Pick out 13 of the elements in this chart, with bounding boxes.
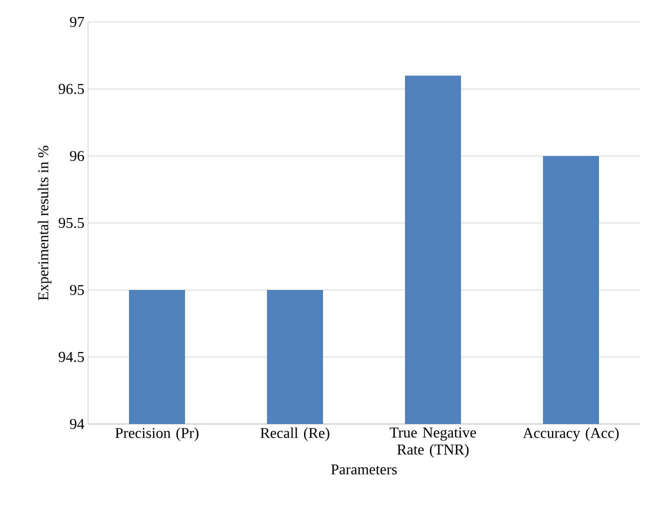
x-axis-title: Parameters <box>331 464 397 474</box>
y-tick-label: 96 <box>70 150 84 162</box>
y-tick-label: 95.5 <box>58 218 84 228</box>
y-axis-title: Experimental results in % <box>38 146 52 300</box>
x-tick-label: True Negative Rate (TNR) <box>390 428 476 458</box>
x-tick-label: Recall (Re) <box>260 428 330 442</box>
y-tick-label: 96.5 <box>58 84 84 94</box>
y-tick-label: 94 <box>70 418 84 430</box>
y-tick-label: 97 <box>70 16 84 28</box>
x-tick-label: Precision (Pr) <box>115 428 198 442</box>
x-tick-label: Accuracy (Acc) <box>522 428 619 442</box>
y-tick-label: 95 <box>70 284 84 296</box>
y-tick-label: 94.5 <box>58 352 84 362</box>
